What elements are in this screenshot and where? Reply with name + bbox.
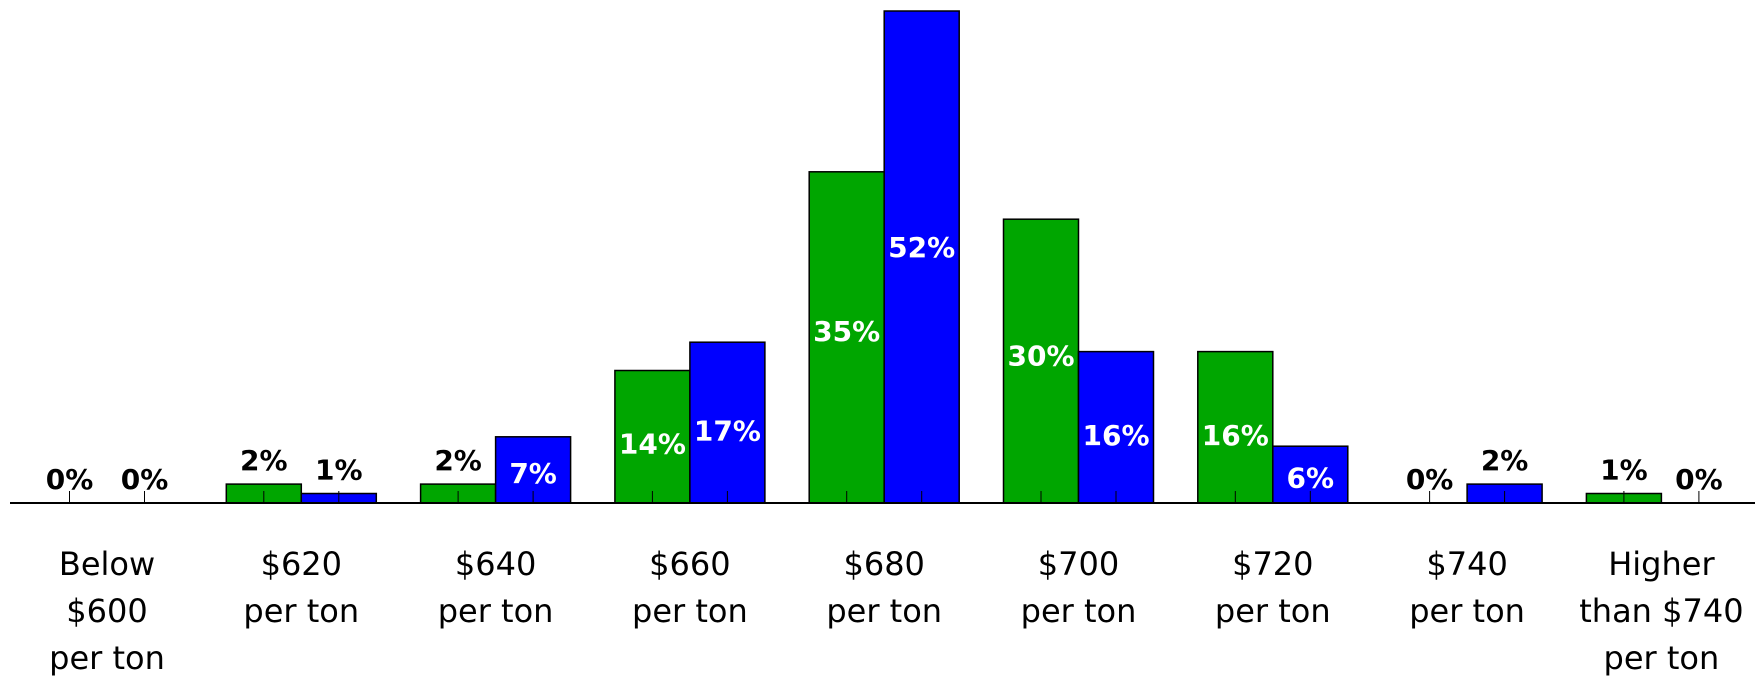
category-label-4: $680 per ton [826,545,942,630]
data-label-blue-2: 7% [509,457,557,490]
category-label-line: than $740 [1579,592,1743,630]
data-label-green-5: 30% [1007,339,1074,372]
category-label-6: $720 per ton [1215,545,1331,630]
bar-green-6 [1197,350,1274,504]
data-label-green-7: 0% [1406,463,1454,496]
data-label-green-2: 2% [434,444,482,477]
data-label-blue-1: 1% [315,454,363,487]
category-label-line: Higher [1608,545,1715,583]
data-label-green-8: 1% [1600,454,1648,487]
bar-blue-3 [689,341,766,504]
category-label-line: $620 [261,545,342,583]
category-label-line: $720 [1232,545,1313,583]
category-label-line: per ton [1409,592,1525,630]
data-label-green-6: 16% [1202,419,1269,452]
category-label-line: per ton [243,592,359,630]
category-label-line: per ton [1021,592,1137,630]
category-label-line: per ton [826,592,942,630]
category-label-0: Below $600 per ton [49,545,165,677]
category-label-line: $640 [455,545,536,583]
category-label-2: $640 per ton [438,545,554,630]
category-label-line: $740 [1426,545,1507,583]
data-label-blue-6: 6% [1287,462,1335,495]
category-label-line: per ton [1604,639,1720,677]
category-label-7: $740 per ton [1409,545,1525,630]
data-label-green-3: 14% [619,427,686,460]
data-labels-layer: 0% 0% 2% 1% 2% 7% 14% 17% 35% 52% 30% 16% 16% 6% 0% 2% 1… [46,231,1723,496]
category-label-line: per ton [1215,592,1331,630]
category-label-line: per ton [49,639,165,677]
category-label-line: per ton [438,592,554,630]
category-label-1: $620 per ton [243,545,359,630]
data-label-blue-8: 0% [1675,463,1723,496]
category-labels-layer: Below $600 per ton$620 per ton$640 per ton$6… [49,545,1743,677]
x-axis [10,491,1755,504]
category-label-line: Below [59,545,155,583]
data-label-blue-7: 2% [1481,444,1529,477]
category-label-line: per ton [632,592,748,630]
category-label-line: $680 [843,545,924,583]
bar-green-4 [808,171,885,504]
data-label-green-1: 2% [240,444,288,477]
category-label-5: $700 per ton [1021,545,1137,630]
category-label-8: Higher than $740 per ton [1579,545,1743,677]
bar-blue-4 [883,10,960,504]
data-label-green-4: 35% [813,315,880,348]
category-label-line: $600 [66,592,147,630]
data-label-blue-4: 52% [888,231,955,264]
bars-layer [225,10,1663,504]
category-label-line: $700 [1038,545,1119,583]
data-label-green-0: 0% [46,463,94,496]
data-label-blue-5: 16% [1082,419,1149,452]
data-label-blue-0: 0% [121,463,169,496]
category-label-line: $660 [649,545,730,583]
category-label-3: $660 per ton [632,545,748,630]
bar-green-3 [614,369,691,504]
data-label-blue-3: 17% [694,415,761,448]
